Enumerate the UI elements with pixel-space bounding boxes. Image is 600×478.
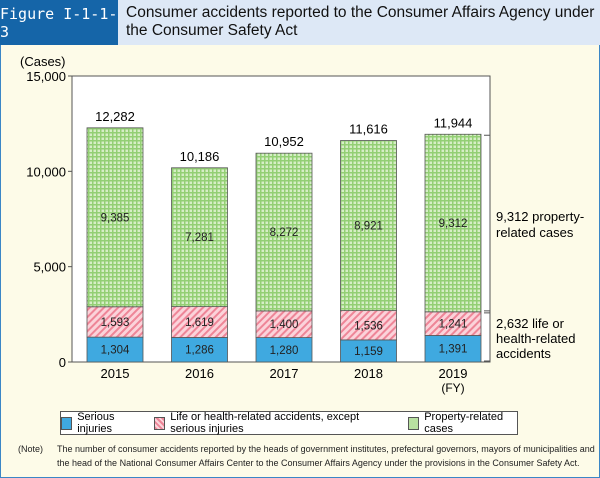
x-tick-label: 2015 <box>101 366 130 381</box>
y-tick-label: 0 <box>59 355 66 370</box>
stacked-bar-chart: (Cases) 0 5,000 10,000 15,000 1,304 1,593 9,38… <box>20 54 584 395</box>
legend-swatch <box>61 416 73 430</box>
annotation-life-health: 2,632 life or <box>496 316 565 331</box>
y-tick-label: 10,000 <box>26 164 66 179</box>
data-label: 9,312 <box>439 218 468 230</box>
data-label: 1,619 <box>185 317 214 329</box>
data-label: 1,400 <box>270 319 299 331</box>
legend-swatch <box>153 416 166 430</box>
bar-segment <box>171 167 228 308</box>
note-text: the head of the National Consumer Affair… <box>57 458 580 468</box>
legend-label: Life or health-related accidents, except… <box>170 411 360 435</box>
x-tick-label: 2019 <box>439 366 468 381</box>
legend-item-property: Property-related cases <box>408 411 517 435</box>
bracket <box>484 312 491 362</box>
data-label: 1,304 <box>101 345 130 357</box>
y-axis-label: (Cases) <box>20 54 66 69</box>
data-label: 1,286 <box>185 345 214 357</box>
bar-segment <box>255 337 313 363</box>
bar-segment <box>424 335 482 363</box>
bar-segment <box>424 133 482 313</box>
bar-segment <box>86 336 144 363</box>
legend-label: Serious injuries <box>77 411 115 435</box>
total-label: 10,186 <box>180 149 220 164</box>
annotation-life-health: health-related <box>496 331 576 346</box>
bracket <box>484 134 491 312</box>
total-label: 11,944 <box>434 115 473 130</box>
legend-swatch <box>408 416 420 430</box>
data-label: 1,391 <box>439 344 468 356</box>
annotation-life-health: accidents <box>496 346 551 361</box>
bar-segment <box>86 306 144 338</box>
total-label: 10,952 <box>264 134 304 149</box>
data-label: 1,280 <box>270 345 299 357</box>
legend: Serious injuries Life or health-related … <box>60 411 518 435</box>
bar-segment <box>255 152 313 312</box>
x-unit-label: (FY) <box>441 381 464 395</box>
legend-label: Property-related cases <box>424 411 504 435</box>
annotation-property: related cases <box>496 225 574 240</box>
note: (Note) The number of consumer accidents … <box>18 442 595 470</box>
total-label: 11,616 <box>349 122 388 137</box>
total-label: 12,282 <box>95 109 135 124</box>
annotation-property: 9,312 property- <box>496 209 584 224</box>
data-label: 1,593 <box>101 317 130 329</box>
bar-segment <box>340 140 397 312</box>
figure-number: Figure I-1-1-3 <box>0 0 118 45</box>
data-label: 1,536 <box>354 320 383 332</box>
y-tick-label: 15,000 <box>26 69 66 84</box>
legend-item-life-health: Life or health-related accidents, except… <box>153 411 394 435</box>
data-label: 8,272 <box>270 227 299 239</box>
bar-segment <box>340 310 397 341</box>
note-text: The number of consumer accidents reporte… <box>57 444 595 454</box>
x-tick-label: 2017 <box>270 366 299 381</box>
data-label: 8,921 <box>354 221 383 233</box>
data-label: 1,159 <box>354 346 383 358</box>
data-label: 7,281 <box>185 232 214 244</box>
bar-segment <box>86 127 144 308</box>
x-tick-label: 2018 <box>354 366 383 381</box>
data-label: 1,241 <box>439 319 468 331</box>
x-tick-label: 2016 <box>185 366 214 381</box>
note-label: (Note) <box>18 444 44 454</box>
data-label: 9,385 <box>101 212 130 224</box>
bar-segment <box>255 310 313 338</box>
figure-title: Consumer accidents reported to the Consu… <box>118 0 600 45</box>
legend-item-serious-injuries: Serious injuries <box>61 411 140 435</box>
y-tick-label: 5,000 <box>33 260 66 275</box>
